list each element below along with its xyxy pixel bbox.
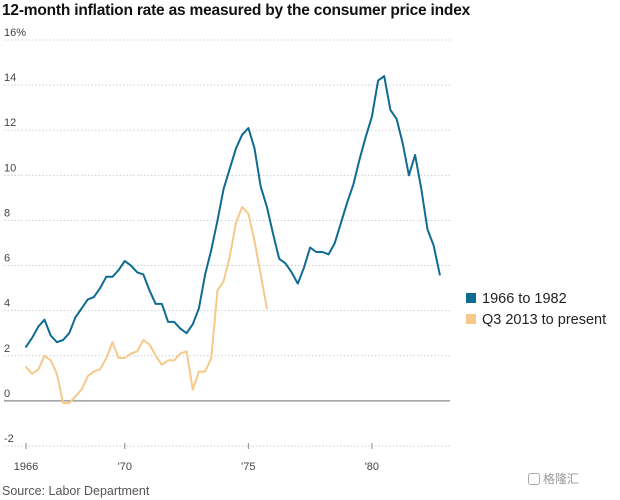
legend-label-1: Q3 2013 to present [482,312,606,328]
x-tick-label-0: 1966 [14,461,38,473]
watermark-logo-icon [528,473,540,485]
x-tick-label-2: '75 [241,461,255,473]
y-tick-label-8: 0 [4,388,10,400]
watermark: 格隆汇 [528,470,579,487]
y-tick-label-0: 16% [4,27,26,39]
y-tick-label-6: 4 [4,298,10,310]
y-tick-label-2: 12 [4,117,16,129]
y-tick-label-5: 6 [4,253,10,265]
chart-title: 12-month inflation rate as measured by t… [2,2,471,19]
watermark-text: 格隆汇 [543,472,580,486]
legend: 1966 to 1982 Q3 2013 to present [466,291,606,328]
legend-label-0: 1966 to 1982 [482,291,567,307]
axis-layer: 16% 14 12 10 8 6 4 2 0 -2 1966 '70 '75 '80 [4,27,379,473]
grid-layer [4,39,450,447]
legend-swatch-0 [466,293,476,303]
y-tick-label-3: 10 [4,162,16,174]
y-tick-label-4: 8 [4,207,10,219]
x-tick-label-3: '80 [365,461,379,473]
series-layer [25,75,441,405]
y-tick-label-7: 2 [4,343,10,355]
legend-swatch-1 [466,314,476,324]
series-line-1 [25,205,268,405]
x-tick-label-1: '70 [118,461,132,473]
source-note: Source: Labor Department [2,484,150,498]
series-line-0 [25,75,441,348]
y-tick-label-9: -2 [4,433,14,445]
y-tick-label-1: 14 [4,72,16,84]
